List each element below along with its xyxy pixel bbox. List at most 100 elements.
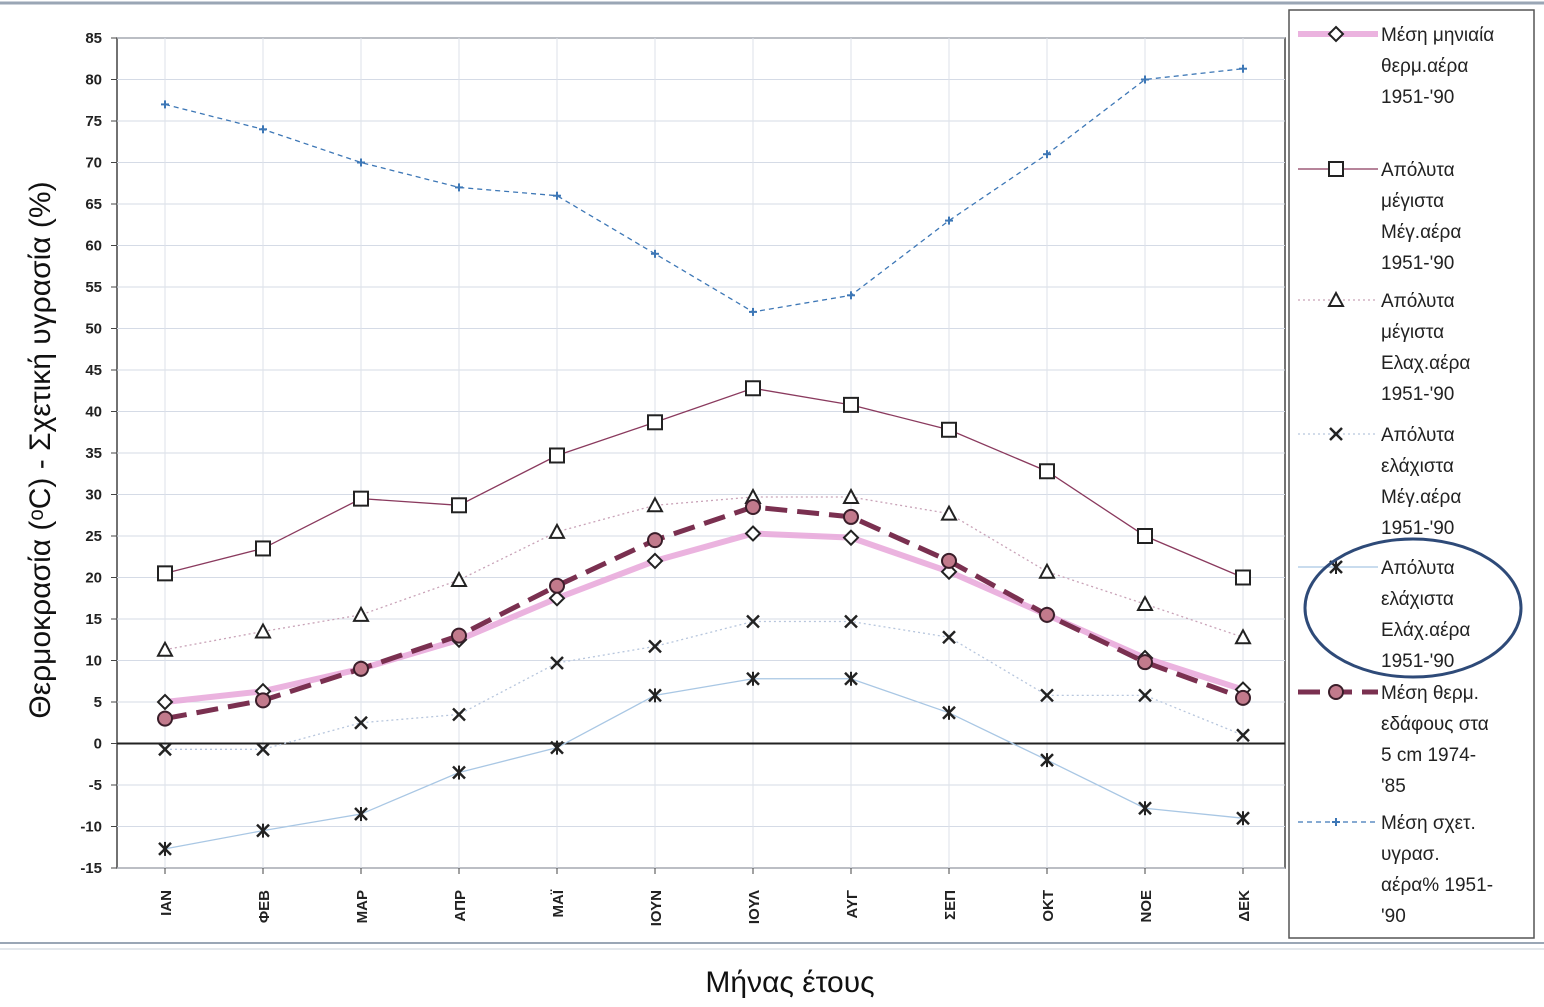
series-1-point bbox=[646, 552, 664, 570]
series-layer bbox=[156, 64, 1252, 856]
legend-item-3: Απόλυτα μέγιστα Ελαχ.αέρα 1951-'90 bbox=[1298, 290, 1470, 405]
series-3 bbox=[156, 487, 1252, 657]
legend-label: '85 bbox=[1381, 776, 1406, 797]
series-5-point bbox=[354, 807, 368, 822]
y-tick-label: 70 bbox=[85, 155, 102, 172]
legend-label: 5 cm 1974- bbox=[1381, 745, 1476, 766]
y-tick-label: 80 bbox=[85, 72, 102, 89]
y-tick-label: 40 bbox=[85, 404, 102, 421]
legend-item-7: Μέση σχετ. υγρασ. αέρα% 1951- '90 bbox=[1298, 813, 1493, 927]
series-1-point bbox=[548, 589, 566, 607]
y-tick-label: 75 bbox=[85, 113, 102, 130]
legend-label: υγρασ. bbox=[1381, 844, 1440, 865]
x-tick-label: ΑΠΡ bbox=[452, 890, 469, 922]
series-5 bbox=[158, 671, 1250, 856]
series-7-point bbox=[1239, 64, 1247, 73]
x-tick-label: ΔΕΚ bbox=[1236, 890, 1253, 922]
series-6-point bbox=[647, 532, 663, 549]
legend-label: θερμ.αέρα bbox=[1381, 56, 1468, 77]
series-7-point bbox=[1043, 150, 1051, 159]
series-1-point bbox=[744, 525, 762, 542]
series-7-point bbox=[1141, 75, 1149, 84]
y-tick-label: 45 bbox=[85, 362, 102, 379]
series-2-point bbox=[255, 540, 271, 557]
legend-marker bbox=[1328, 684, 1344, 700]
legend-label: εδάφους στα bbox=[1381, 714, 1489, 735]
x-tick-label: ΙΟΥΝ bbox=[648, 890, 665, 926]
y-tick-label: -10 bbox=[80, 819, 102, 836]
series-3-point bbox=[842, 487, 860, 504]
series-6-point bbox=[745, 498, 761, 515]
legend-label: Μέση σχετ. bbox=[1381, 813, 1476, 834]
series-2-point bbox=[353, 490, 369, 507]
series-2-point bbox=[1039, 463, 1055, 480]
series-3-point bbox=[1136, 594, 1154, 612]
legend: Μέση μηνιαία θερμ.αέρα 1951-'90 Απόλυτα μέγι… bbox=[1298, 25, 1494, 927]
series-5-point bbox=[1138, 801, 1152, 816]
series-4-point bbox=[354, 715, 368, 730]
series-7-point bbox=[651, 249, 659, 258]
series-7-point bbox=[749, 307, 757, 316]
x-tick-label: ΣΕΠ bbox=[942, 890, 959, 920]
series-6-point bbox=[1039, 606, 1055, 623]
series-6-point bbox=[157, 710, 173, 727]
legend-label: 1951-'90 bbox=[1381, 87, 1454, 108]
legend-item-5: Απόλυτα ελάχιστα Ελάχ.αέρα 1951-'90 bbox=[1298, 558, 1470, 672]
series-6-point bbox=[451, 627, 467, 644]
series-5-point bbox=[844, 671, 858, 686]
series-4-point bbox=[550, 656, 564, 670]
legend-label: Απόλυτα bbox=[1381, 425, 1455, 446]
legend-marker bbox=[1329, 427, 1343, 441]
x-tick-label: ΜΑΡ bbox=[354, 890, 371, 923]
series-3-point bbox=[940, 504, 958, 521]
legend-label: Ελάχ.αέρα bbox=[1381, 620, 1470, 641]
legend-label: Μέση θερμ. bbox=[1381, 683, 1479, 704]
legend-label: 1951-'90 bbox=[1381, 384, 1454, 405]
x-tick-label: ΟΚΤ bbox=[1040, 890, 1057, 922]
y-tick-label: 15 bbox=[85, 611, 102, 628]
legend-label: μέγιστα bbox=[1381, 322, 1444, 343]
y-tick-label: 25 bbox=[85, 528, 102, 545]
series-3-line bbox=[164, 496, 1244, 651]
legend-label: Απόλυτα bbox=[1381, 160, 1455, 181]
series-4-point bbox=[1236, 728, 1250, 743]
series-4-point bbox=[158, 742, 172, 757]
series-3-point bbox=[646, 496, 664, 513]
legend-label: '90 bbox=[1381, 906, 1406, 927]
series-2 bbox=[157, 380, 1251, 586]
legend-label: 1951-'90 bbox=[1381, 651, 1454, 672]
legend-label: Μέση μηνιαία bbox=[1381, 25, 1494, 46]
series-7-point bbox=[553, 191, 561, 200]
y-tick-label: 30 bbox=[85, 487, 102, 504]
series-1-point bbox=[940, 563, 958, 581]
x-tick-label: ΙΑΝ bbox=[158, 890, 175, 916]
series-7-line bbox=[164, 68, 1244, 313]
series-4-point bbox=[1040, 688, 1054, 703]
y-tick-label: 35 bbox=[85, 445, 102, 462]
series-5-point bbox=[1236, 811, 1250, 826]
series-4-point bbox=[1138, 688, 1152, 703]
series-5-point bbox=[158, 841, 172, 856]
series-3-point bbox=[254, 622, 272, 639]
series-3-point bbox=[352, 605, 370, 622]
series-7-point bbox=[847, 291, 855, 300]
series-7-point bbox=[945, 216, 953, 225]
series-1-point bbox=[842, 529, 860, 547]
legend-label: 1951-'90 bbox=[1381, 518, 1454, 539]
legend-label: Απόλυτα bbox=[1381, 291, 1455, 312]
x-tick-label: ΝΟΕ bbox=[1138, 890, 1155, 923]
series-5-point bbox=[256, 823, 270, 838]
legend-label: 1951-'90 bbox=[1381, 253, 1454, 274]
series-2-point bbox=[1235, 569, 1251, 586]
series-4-point bbox=[844, 614, 858, 629]
series-6-point bbox=[1137, 654, 1153, 671]
x-tick-label: ΦΕΒ bbox=[256, 890, 273, 923]
series-6-point bbox=[255, 692, 271, 709]
series-1-point bbox=[156, 693, 174, 711]
series-2-point bbox=[451, 497, 467, 514]
legend-label: Ελαχ.αέρα bbox=[1381, 353, 1470, 374]
series-4-point bbox=[746, 614, 760, 629]
y-tick-label: 10 bbox=[85, 653, 102, 670]
legend-marker bbox=[1327, 25, 1345, 43]
series-6 bbox=[157, 498, 1251, 727]
